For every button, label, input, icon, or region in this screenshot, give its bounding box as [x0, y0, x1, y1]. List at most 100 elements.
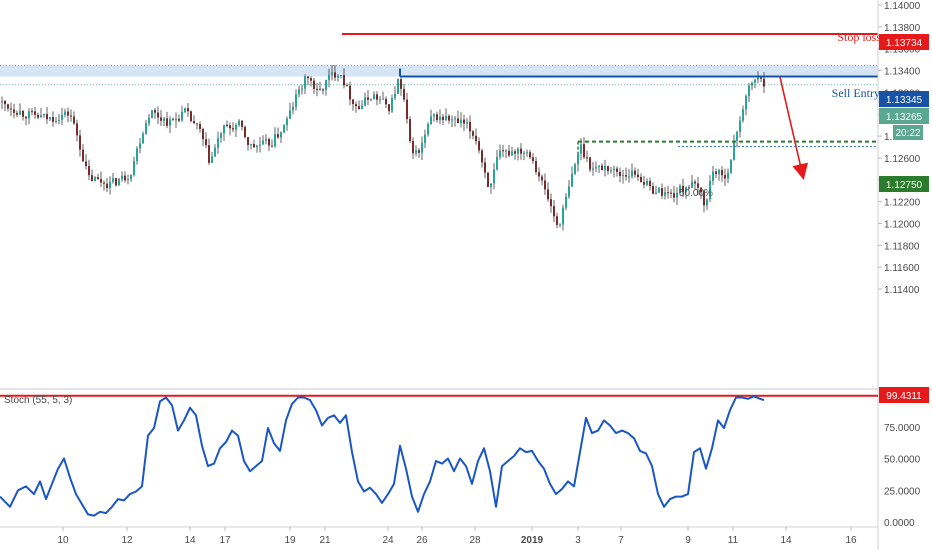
candle — [652, 182, 654, 195]
candle — [496, 149, 498, 171]
candle — [472, 129, 474, 140]
candle — [340, 74, 342, 79]
time-tick-label: 16 — [845, 535, 857, 546]
candle — [604, 159, 606, 177]
stoch-title: Stoch (55, 5, 3) — [4, 395, 72, 406]
candle — [244, 125, 246, 139]
candle — [502, 144, 504, 158]
candle — [328, 68, 330, 88]
candle — [184, 107, 186, 114]
candle — [646, 178, 648, 187]
candle — [694, 179, 696, 190]
candle — [370, 98, 372, 102]
candle — [70, 109, 72, 122]
candle — [628, 169, 630, 183]
candle — [733, 134, 735, 161]
candle — [439, 109, 441, 125]
candle — [61, 107, 63, 126]
candle — [157, 106, 159, 124]
candle — [175, 112, 177, 128]
stoch-value-tag — [879, 387, 929, 403]
candle — [514, 149, 516, 160]
time-tick-label: 21 — [319, 535, 331, 546]
candle — [199, 121, 201, 133]
stoch-tick-label: 0.0000 — [884, 518, 915, 529]
time-tick-label: 2019 — [521, 535, 544, 546]
candle — [529, 149, 531, 160]
candle — [187, 102, 189, 117]
candle — [166, 111, 168, 129]
candle — [517, 147, 519, 161]
candle — [538, 167, 540, 182]
price-tick-label: 1.12000 — [884, 220, 921, 231]
candle — [16, 110, 18, 117]
candle — [664, 186, 666, 200]
candle — [160, 110, 162, 126]
candle — [727, 168, 729, 184]
time-tick-label: 14 — [780, 535, 792, 546]
stoch-tick-label: 75.0000 — [884, 423, 921, 434]
candle — [277, 127, 279, 140]
candle — [520, 143, 522, 160]
time-tick-label: 11 — [728, 535, 739, 546]
candle — [109, 176, 111, 195]
candle — [643, 175, 645, 189]
candle — [40, 107, 42, 118]
candle — [28, 108, 30, 125]
stoch-line — [0, 395, 765, 517]
candle — [745, 94, 747, 116]
candle — [301, 84, 303, 95]
candle — [751, 81, 753, 91]
candle — [742, 105, 744, 123]
candle — [634, 167, 636, 178]
candle — [622, 169, 624, 184]
candle — [721, 166, 723, 182]
candle — [682, 178, 684, 198]
take-profit-value: 1.12750 — [886, 180, 923, 191]
candle — [388, 103, 390, 115]
candle — [661, 183, 663, 199]
candle — [130, 173, 132, 182]
candle — [685, 186, 687, 199]
last-price-tag — [879, 108, 929, 124]
candle — [673, 185, 675, 203]
candle — [508, 145, 510, 158]
candle — [349, 81, 351, 106]
candle — [352, 98, 354, 111]
candle — [310, 76, 312, 87]
fib-label: 50.00% — [679, 188, 713, 199]
stoch-tick-label: 50.0000 — [884, 455, 921, 466]
candle — [433, 113, 435, 122]
candle — [325, 79, 327, 96]
candle — [283, 123, 285, 134]
candle — [739, 116, 741, 138]
candle — [454, 115, 456, 127]
candle — [178, 114, 180, 123]
candle — [100, 171, 102, 188]
candle — [703, 189, 705, 213]
time-tick-label: 28 — [469, 535, 481, 546]
candle — [436, 111, 438, 123]
candle — [214, 144, 216, 157]
candle — [598, 165, 600, 173]
candle — [67, 107, 69, 123]
candle — [139, 137, 141, 154]
candle — [73, 111, 75, 125]
candle — [118, 177, 120, 186]
price-tick-label: 1.11400 — [884, 285, 920, 296]
time-tick-label: 17 — [219, 535, 231, 546]
candle — [691, 174, 693, 188]
candle — [253, 139, 255, 148]
candle — [607, 165, 609, 175]
time-tick-label: 3 — [575, 535, 581, 546]
candles-layer — [1, 64, 765, 231]
candle — [79, 129, 81, 157]
candle — [616, 166, 618, 177]
candle — [322, 88, 324, 95]
candle — [718, 168, 720, 181]
candle — [97, 174, 99, 180]
candle — [670, 189, 672, 199]
